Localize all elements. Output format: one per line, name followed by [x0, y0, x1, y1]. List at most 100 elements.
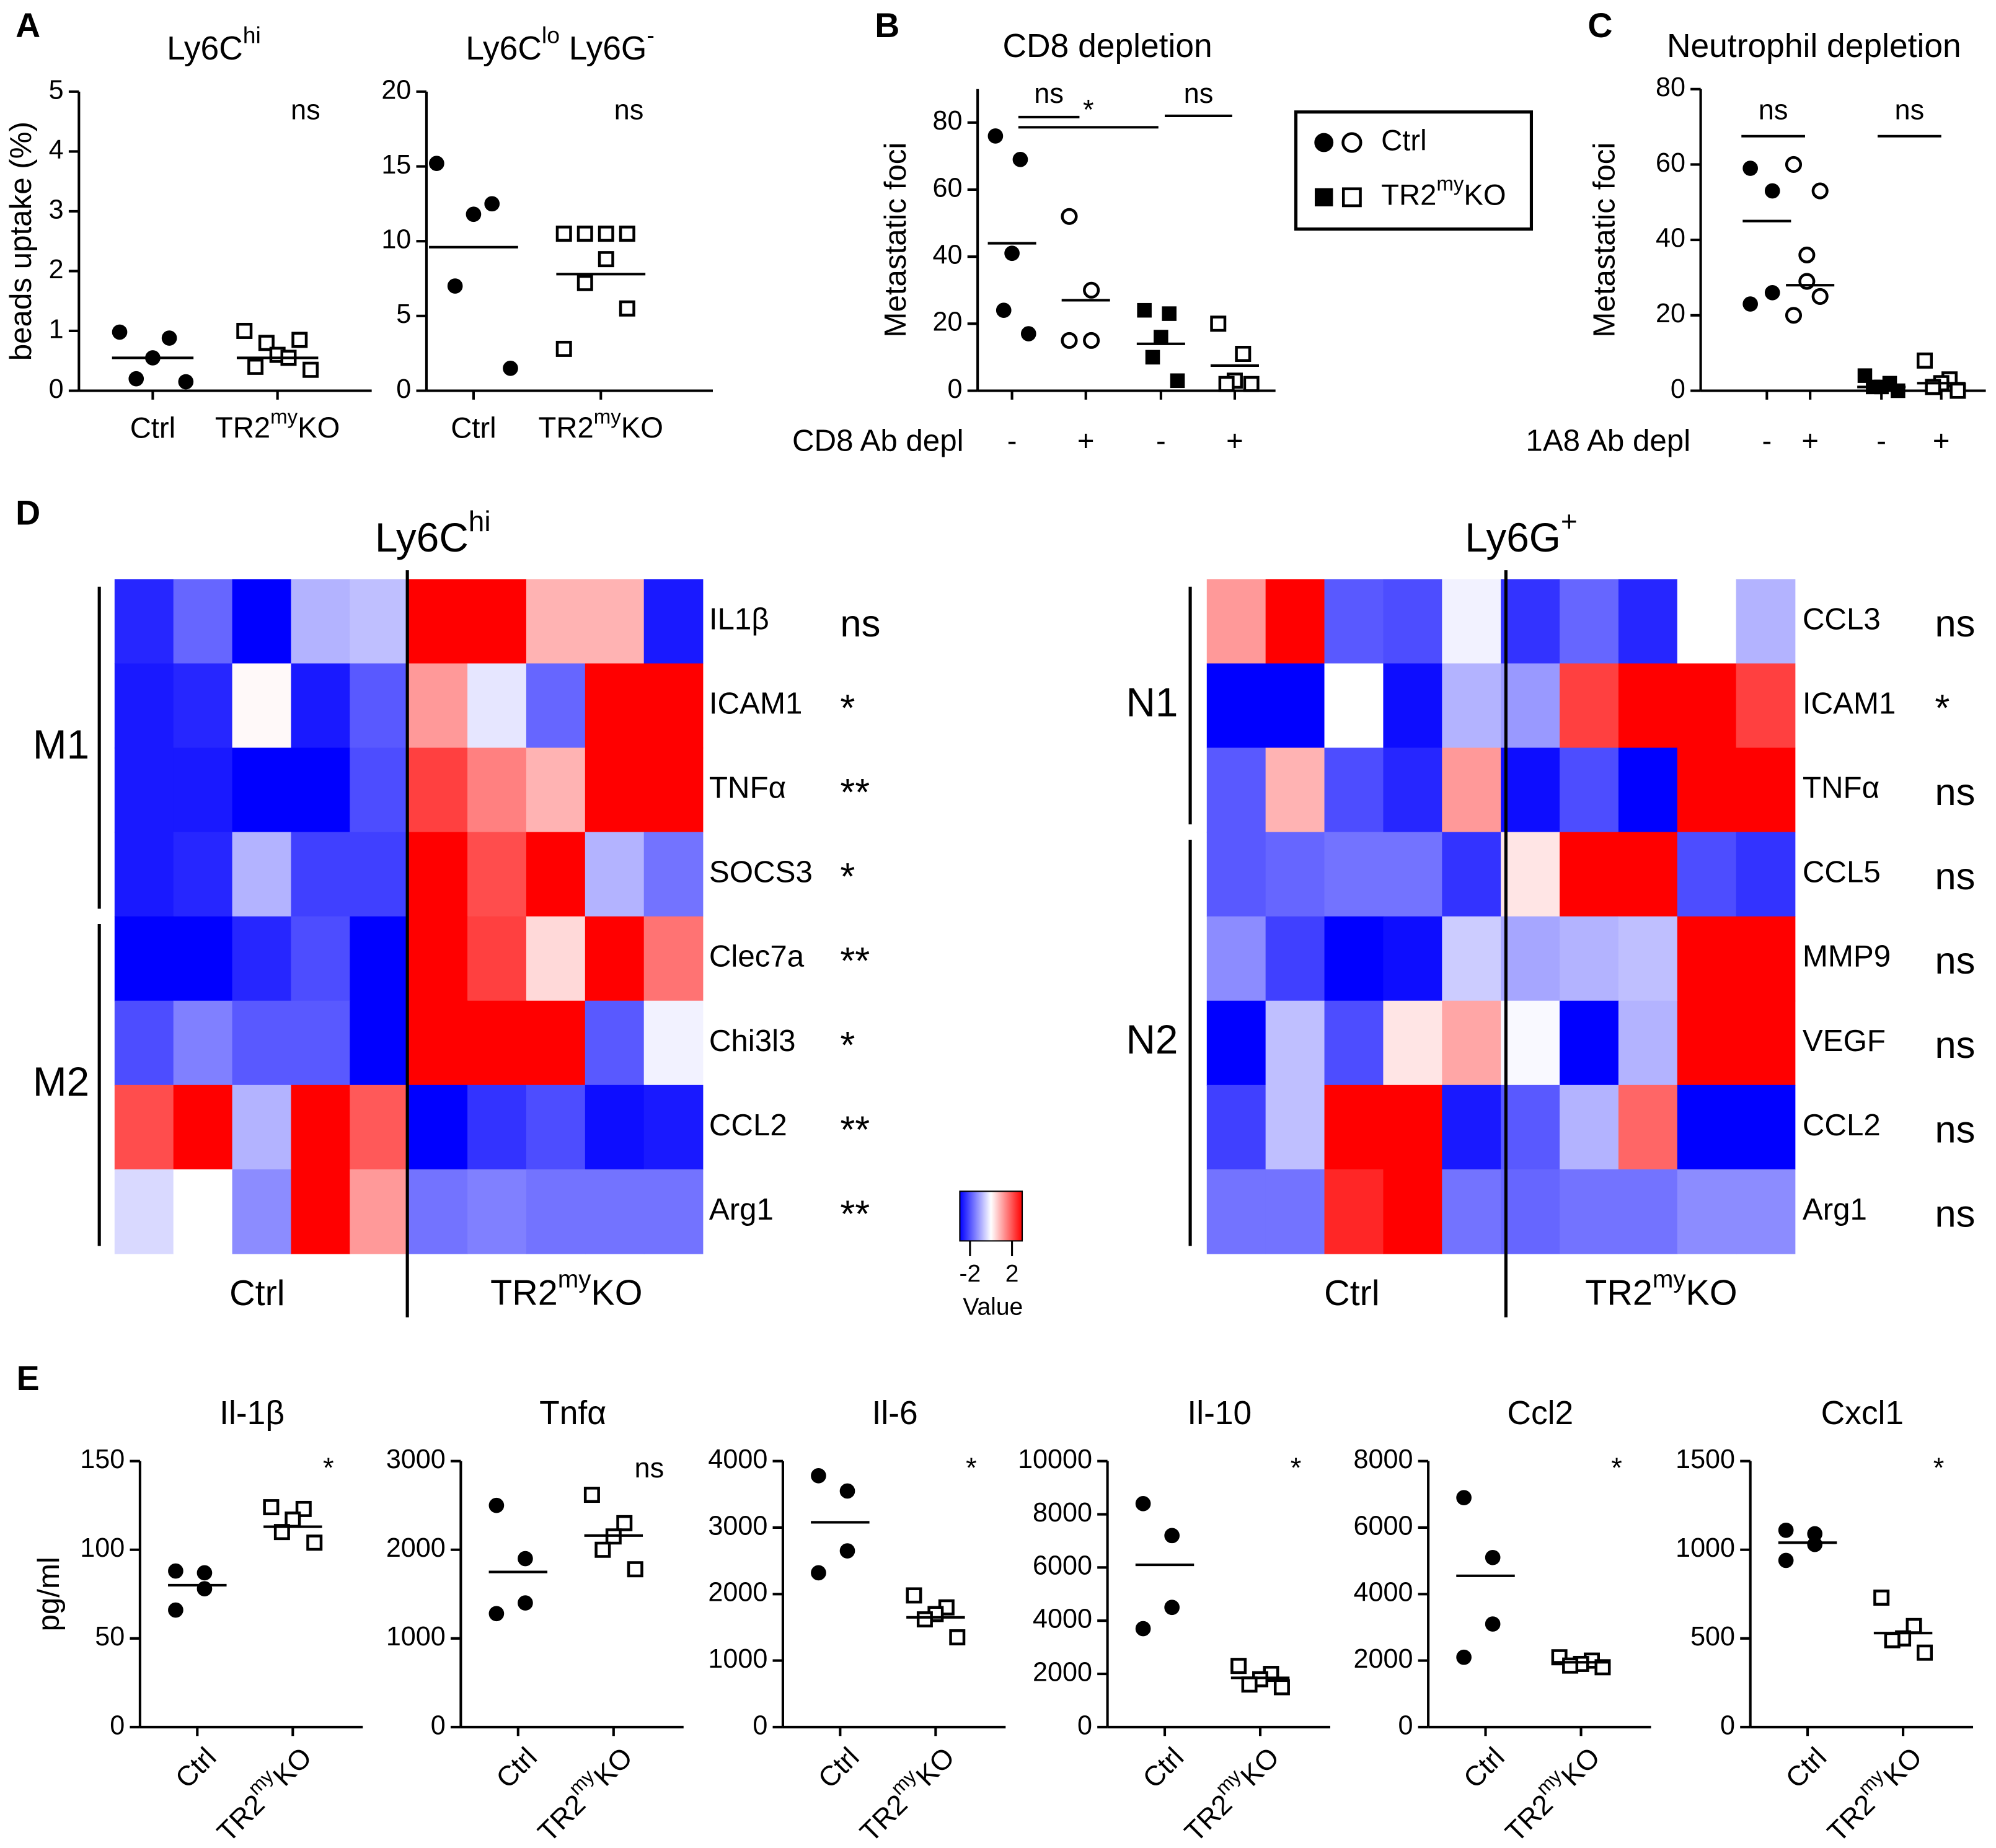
colorbar-label: Value [963, 1294, 1023, 1321]
dot [197, 1581, 213, 1597]
dot [1456, 1649, 1472, 1665]
heatmap-cell [526, 1169, 586, 1254]
heatmap-cell [232, 663, 292, 749]
dot [1807, 1536, 1823, 1552]
row-label: Clec7a [709, 939, 805, 974]
x-tick-label: Ctrl [169, 1741, 223, 1794]
significance-label: ns [1894, 94, 1924, 126]
dot [518, 1595, 533, 1611]
y-tick-label: 0 [431, 1710, 446, 1740]
heatmap-cell [585, 1085, 645, 1170]
x-tick-label: Ctrl [1779, 1741, 1832, 1794]
heatmap-cell [114, 663, 174, 749]
heatmap-cell [173, 916, 233, 1001]
dot [576, 275, 593, 291]
chart-title-part: lo [542, 22, 560, 48]
y-tick-label: 10 [381, 225, 411, 255]
column-group-label-part: TR2 [1585, 1274, 1653, 1313]
dot [1798, 246, 1816, 264]
significance-label: ** [840, 1192, 870, 1235]
heatmap-cell [1501, 579, 1560, 664]
x-tick-label-part: TR2 [539, 412, 594, 445]
y-tick-label: 100 [80, 1533, 125, 1563]
heatmap-cell [1324, 747, 1384, 833]
heatmap-cell [1618, 663, 1678, 749]
dot [555, 226, 572, 242]
heatmap-title: Ly6G+ [1465, 505, 1577, 560]
dot [1273, 1679, 1290, 1696]
x-tick-label: TR2myKO [1173, 1736, 1285, 1848]
colorbar-tick-label: 2 [1005, 1261, 1019, 1287]
heatmap-cell [467, 832, 527, 917]
heatmap-cell [526, 747, 586, 833]
heatmap-cell [526, 916, 586, 1001]
heatmap-cell [114, 1085, 174, 1170]
heatmap-cell [114, 832, 174, 917]
dot [811, 1467, 826, 1484]
significance-label: * [1083, 94, 1094, 126]
y-tick-label: 80 [933, 106, 963, 136]
dot [576, 226, 593, 242]
dot [1061, 332, 1078, 349]
dot [236, 322, 253, 339]
significance-label: * [840, 1024, 855, 1067]
dot [1164, 1599, 1180, 1616]
dot [1164, 1528, 1180, 1544]
heatmap-cell [232, 1000, 292, 1086]
heatmap-cell [173, 832, 233, 917]
heatmap-cell [585, 663, 645, 749]
heatmap-cell [1324, 832, 1384, 917]
heatmap-cell [467, 916, 527, 1001]
heatmap-cell [1383, 832, 1443, 917]
heatmap-cell [1206, 663, 1266, 749]
row-label: CCL3 [1803, 602, 1881, 636]
row-group-label: N2 [1126, 1017, 1178, 1062]
column-group-label: TR2myKO [1585, 1265, 1737, 1313]
row-label: Arg1 [1803, 1192, 1867, 1226]
heatmap-cell [643, 1085, 704, 1170]
y-tick-label: 20 [1656, 299, 1685, 328]
y-tick-label: 50 [95, 1622, 125, 1652]
heatmap-cell [643, 579, 704, 664]
heatmap-cell [1677, 1085, 1737, 1170]
dot [1315, 188, 1333, 207]
heatmap-cell [585, 1000, 645, 1086]
row-label: VEGF [1803, 1024, 1886, 1058]
dot [1083, 332, 1100, 349]
dot [1341, 187, 1362, 208]
y-tick-label: 1000 [708, 1644, 767, 1674]
heatmap-cell [526, 579, 586, 664]
heatmap-cell [1265, 1169, 1325, 1254]
heatmap-cell [173, 1000, 233, 1086]
row-group-label: M2 [33, 1059, 89, 1104]
heatmap-cell [467, 1169, 527, 1254]
colorbar [959, 1190, 1023, 1242]
dot [1210, 315, 1227, 332]
heatmap-cell [232, 1085, 292, 1170]
heatmap-cell [1501, 1169, 1560, 1254]
y-tick-label: 80 [1656, 73, 1685, 102]
y-tick-label: 3000 [386, 1445, 446, 1474]
heatmap-cell [350, 1169, 410, 1254]
y-tick-label: 1 [49, 314, 64, 344]
column-group-label: TR2myKO [490, 1265, 642, 1313]
significance-label: ns [1184, 77, 1214, 109]
dot [258, 335, 275, 351]
y-tick-label: 1000 [1676, 1533, 1735, 1563]
dot [429, 156, 444, 172]
heatmap-cell [1618, 832, 1678, 917]
dot [161, 330, 177, 346]
x-tick-label: TR2myKO [849, 1736, 961, 1848]
x-tick-label: TR2myKO [1816, 1736, 1928, 1848]
row-label: SOCS3 [709, 855, 813, 889]
heatmap-cell [232, 1169, 292, 1254]
y-axis-label: Metastatic foci [878, 143, 912, 338]
heatmap-cell [408, 832, 468, 917]
dot [555, 340, 572, 357]
significance-label: * [1291, 1452, 1302, 1484]
dot [306, 1534, 323, 1551]
dot [1485, 1616, 1501, 1632]
heatmap-cell [1560, 747, 1619, 833]
x-tick-label: Ctrl [451, 412, 496, 445]
